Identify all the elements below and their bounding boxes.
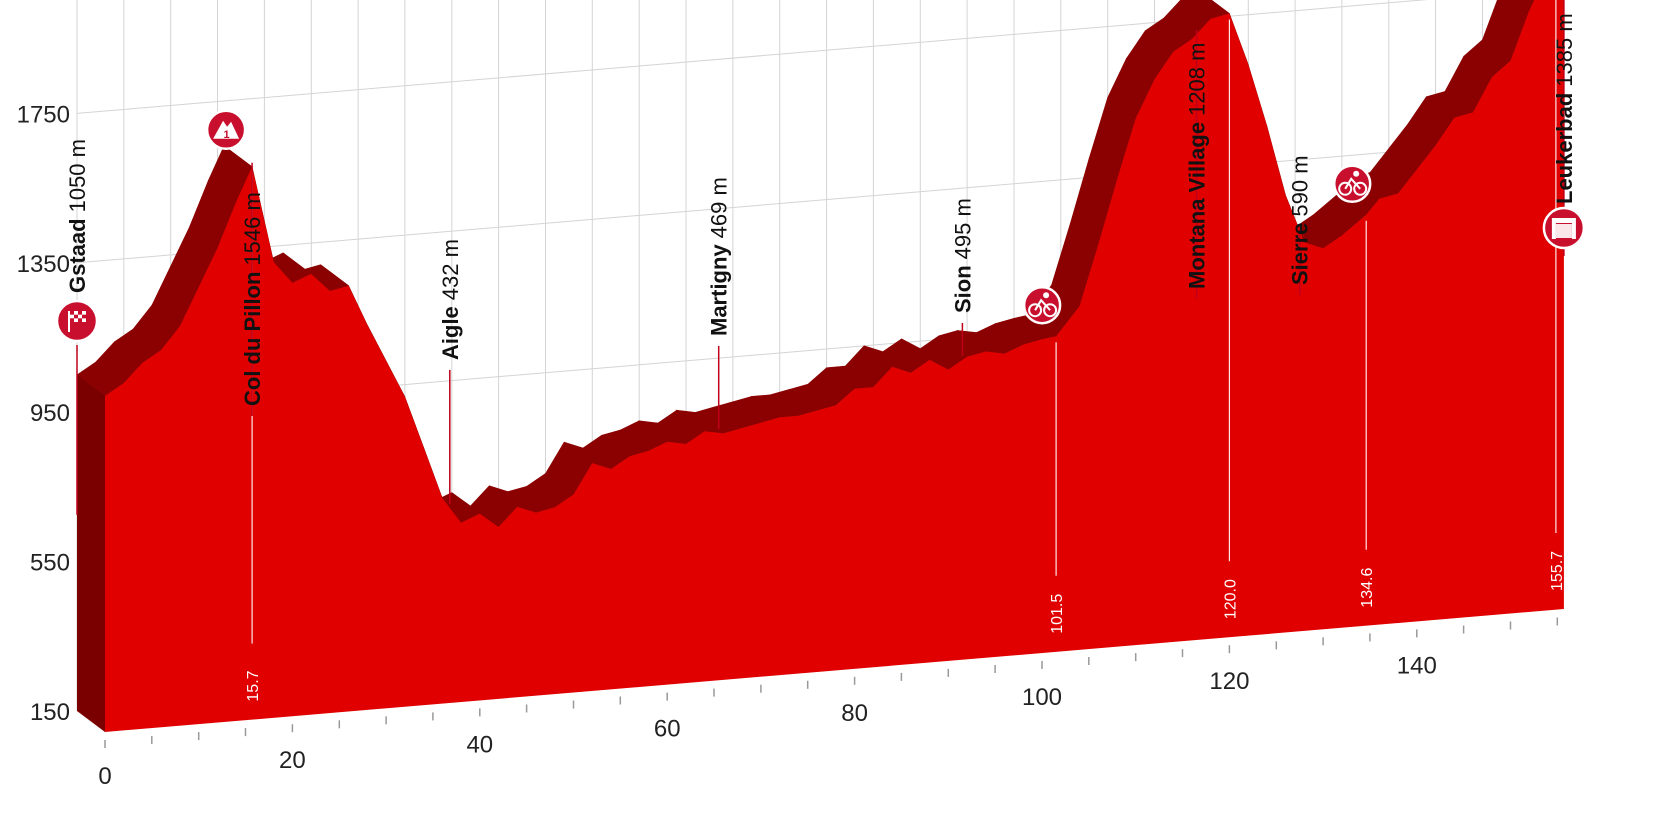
y-tick-label: 550 (30, 550, 70, 577)
km-label: 155.7 (1549, 551, 1566, 591)
waypoint-sierre: Sierre 590 m (1288, 155, 1313, 295)
bike-frame (1344, 177, 1361, 190)
waypoint-layer: Gstaad 1050 m Col du Pillon 1546 m 1 Aigle 432… (55, 0, 1586, 515)
y-tick-label: 150 (30, 699, 70, 726)
waypoint-name: Montana Village (1185, 122, 1210, 289)
flag-check (74, 314, 78, 319)
finish-banner (1551, 218, 1576, 223)
mountain-cat1-icon: 1 (205, 109, 247, 151)
waypoint-name: Sion (950, 265, 975, 313)
rider-head (1353, 170, 1360, 177)
waypoint-name: Martigny (707, 244, 732, 336)
km-label: 15.7 (245, 670, 262, 701)
waypoint-label: Col du Pillon 1546 m (240, 192, 265, 406)
sprint-icon-circle (1022, 285, 1062, 325)
bike-wheel (1028, 303, 1043, 318)
waypoint-aigle: Aigle 432 m (438, 239, 463, 504)
waypoint-gstaad: Gstaad 1050 m (55, 139, 99, 515)
waypoint-km-134.6 (1332, 164, 1372, 204)
waypoint-label: Gstaad 1050 m (65, 139, 90, 293)
waypoint-label: Aigle 432 m (438, 239, 463, 360)
x-tick-label: 60 (654, 716, 681, 743)
waypoint-label: Martigny 469 m (707, 177, 732, 336)
waypoint-montana-village: Montana Village 1208 m (1185, 30, 1210, 299)
x-tick-label: 120 (1209, 668, 1249, 695)
waypoint-martigny: Martigny 469 m (707, 177, 732, 429)
x-tick-label: 100 (1022, 684, 1062, 711)
y-tick-label: 1750 (17, 101, 70, 128)
waypoint-label: Sierre 590 m (1288, 155, 1313, 285)
profile-front-layer (105, 0, 1564, 732)
flag-check (70, 318, 74, 322)
waypoint-altitude: 1546 m (240, 192, 265, 265)
waypoint-label: Sion 495 m (950, 198, 975, 313)
km-label: 101.5 (1049, 594, 1066, 634)
flag-check (82, 314, 86, 319)
waypoint-km-101.5 (1022, 285, 1062, 325)
x-tick-label: 140 (1397, 652, 1437, 679)
waypoint-altitude: 1208 m (1185, 43, 1210, 116)
bike-wheel (1338, 181, 1353, 196)
flag-check (70, 311, 74, 315)
finish-icon (1542, 206, 1586, 250)
grid-line-horizontal (76, 139, 1536, 264)
km-label: 134.6 (1359, 568, 1376, 608)
waypoint-altitude: 1050 m (65, 139, 90, 212)
waypoint-altitude: 469 m (707, 177, 732, 238)
waypoint-label: Leukerbad 1385 m (1552, 13, 1577, 204)
waypoint-name: Col du Pillon (240, 272, 265, 406)
sprint-icon-circle (1332, 164, 1372, 204)
waypoint-altitude: 495 m (950, 198, 975, 259)
profile-front-face (105, 0, 1564, 732)
waypoint-label: Montana Village 1208 m (1185, 43, 1210, 289)
waypoint-sion: Sion 495 m (950, 198, 975, 356)
finish-arch (1555, 224, 1572, 238)
waypoint-name: Gstaad (65, 218, 90, 293)
flag-check (78, 318, 82, 322)
bike-wheel (1353, 181, 1368, 196)
flag-check (78, 311, 82, 315)
bike-frame (1034, 298, 1051, 311)
waypoint-name: Aigle (438, 306, 463, 360)
y-tick-label: 1350 (17, 251, 70, 278)
sprint-icon (1022, 285, 1062, 325)
waypoint-name: Leukerbad (1552, 93, 1577, 204)
y-tick-label: 950 (30, 400, 70, 427)
grid-line-horizontal (76, 0, 1428, 114)
waypoint-altitude: 432 m (438, 239, 463, 300)
waypoint-leukerbad: Leukerbad1385 m1 (1542, 0, 1586, 256)
start-flag-icon (55, 299, 99, 343)
bike-wheel (1043, 303, 1058, 318)
waypoint-name: Sierre (1288, 223, 1313, 285)
finish-post (1571, 223, 1576, 239)
waypoint-altitude: 590 m (1288, 155, 1313, 216)
x-tick-label: 80 (841, 700, 868, 727)
sprint-icon (1332, 164, 1372, 204)
x-tick-label: 40 (466, 731, 493, 758)
mountain-category-label: 1 (224, 129, 230, 141)
x-tick-label: 20 (279, 747, 306, 774)
finish-post (1551, 223, 1556, 239)
x-tick-label: 0 (98, 763, 111, 790)
profile-end-face (77, 374, 105, 732)
waypoint-altitude: 1385 m (1552, 13, 1577, 86)
mountain-glyph (213, 120, 240, 139)
km-label: 120.0 (1222, 579, 1239, 619)
axis-layer: 150 550 950 1350 1750 0 20 40 60 80 100 120 140 (17, 101, 1559, 790)
profile-top-segment (1514, 0, 1535, 12)
rider-head (1043, 292, 1050, 299)
waypoint-col-du-pillon: Col du Pillon 1546 m 1 (205, 109, 265, 416)
